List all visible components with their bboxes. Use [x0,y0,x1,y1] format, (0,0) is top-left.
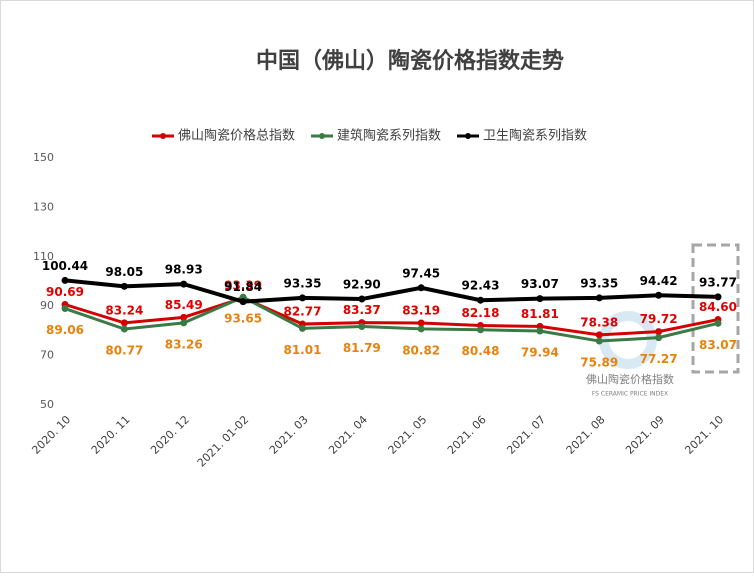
data-label: 98.05 [105,265,143,279]
point [180,319,188,327]
data-label: 98.93 [165,263,203,277]
point [477,326,485,334]
data-label: 92.43 [462,279,500,293]
y-tick-label: 90 [40,299,54,312]
data-label: 94.42 [640,274,678,288]
point [417,325,425,333]
legend-label: 卫生陶瓷系列指数 [483,128,587,144]
data-label: 79.94 [521,346,559,360]
point [714,319,722,327]
data-label: 81.01 [283,343,321,357]
series-line [64,296,719,337]
data-label: 100.44 [42,259,88,273]
point [358,295,366,303]
point [655,328,663,336]
point [239,298,247,306]
data-label: 92.90 [343,278,381,292]
point [536,327,544,335]
data-label: 82.77 [283,305,321,319]
legend-marker [319,133,326,139]
data-label: 75.89 [580,356,618,370]
point [120,319,128,327]
point [595,337,603,345]
data-label: 81.79 [343,341,381,355]
y-tick-label: 50 [40,398,54,411]
y-tick-label: 70 [40,349,54,362]
point [180,313,188,321]
point [61,305,69,313]
point [655,291,663,299]
data-label: 93.39 [224,278,262,292]
data-label: 78.38 [580,315,618,329]
point [595,331,603,339]
point [477,296,485,304]
point [180,280,188,288]
point [61,276,69,284]
data-label: 83.07 [699,338,737,352]
point [595,294,603,302]
legend-label: 佛山陶瓷价格总指数 [178,128,295,144]
point [298,324,306,332]
point [120,325,128,333]
point [358,322,366,330]
watermark-title: 佛山陶瓷价格指数 [586,372,674,386]
point [298,294,306,302]
point [417,284,425,292]
legend-label: 建筑陶瓷系列指数 [337,128,441,144]
point [714,293,722,301]
data-label: 83.37 [343,303,381,317]
data-label: 93.07 [521,277,559,291]
data-label: 90.69 [46,285,84,299]
data-label: 93.35 [580,276,618,290]
data-label: 79.72 [640,312,678,326]
data-label: 80.77 [105,343,143,357]
highlight-box [691,243,740,374]
chart-title: 中国（佛山）陶瓷价格指数走势 [256,48,564,74]
data-label: 83.19 [402,304,440,318]
data-label: 80.82 [402,343,440,357]
y-tick-label: 110 [33,250,54,263]
data-label: 85.49 [165,298,203,312]
y-tick-label: 150 [33,151,54,164]
data-label: 82.18 [462,306,500,320]
data-label: 84.60 [699,300,737,314]
data-label: 93.35 [283,276,321,290]
data-label: 93.65 [224,312,262,326]
point [120,282,128,290]
data-label: 83.24 [105,303,143,317]
data-label: 83.26 [165,337,203,351]
data-label: 80.48 [462,344,500,358]
series-line [64,278,719,304]
watermark-subtitle: FS CERAMIC PRICE INDEX [592,391,668,398]
data-label: 97.45 [402,266,440,280]
data-label: 91.84 [224,280,262,294]
y-tick-label: 130 [33,200,54,213]
data-label: 93.77 [699,275,737,289]
data-label: 89.06 [46,323,84,337]
legend-marker [160,133,166,139]
series-line [64,295,719,343]
point [536,295,544,303]
point [417,319,425,327]
data-label: 77.27 [640,352,678,366]
legend-marker [465,133,472,139]
data-label: 81.81 [521,307,559,321]
point [655,334,663,342]
